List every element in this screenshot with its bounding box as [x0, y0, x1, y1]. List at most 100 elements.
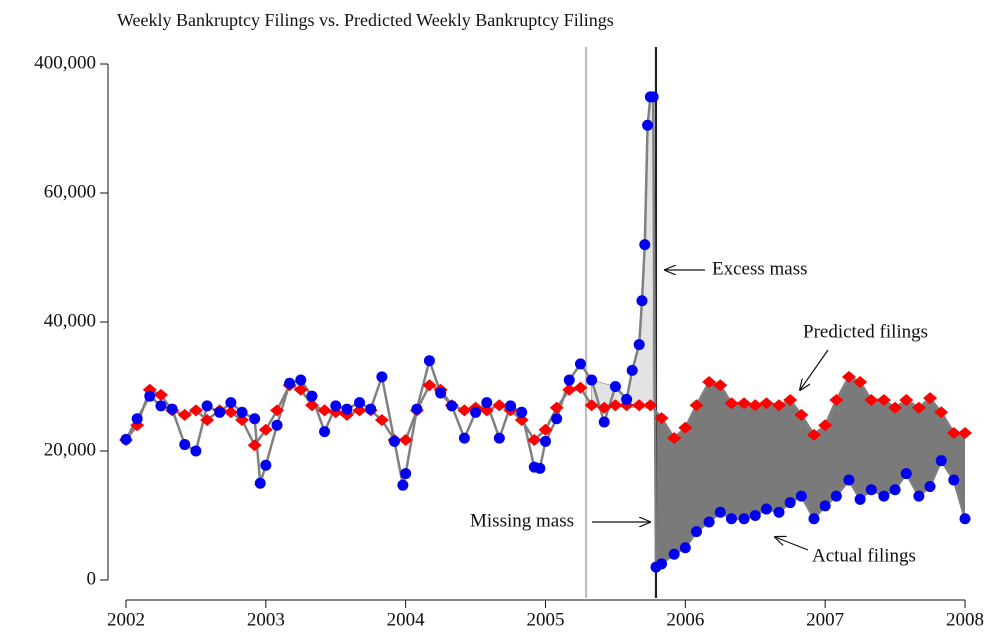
actual-marker: [144, 390, 156, 402]
predicted-marker: [923, 392, 938, 405]
actual-marker: [271, 419, 283, 431]
actual-marker: [330, 400, 342, 412]
predicted-marker: [177, 408, 192, 421]
actual-marker: [656, 558, 668, 570]
predicted-marker: [422, 379, 437, 392]
x-tick-label: 2007: [806, 609, 844, 630]
predicted-marker: [549, 401, 564, 414]
predicted-marker: [958, 426, 972, 439]
predicted-marker: [899, 394, 914, 407]
actual-marker: [691, 526, 703, 538]
predicted-marker: [270, 404, 285, 417]
actual-marker: [948, 474, 960, 486]
actual-marker: [830, 490, 842, 502]
annotation: Excess mass: [712, 258, 808, 279]
x-tick-label: 2005: [527, 609, 565, 630]
actual-marker: [900, 468, 912, 480]
actual-marker: [493, 432, 505, 444]
actual-marker: [935, 455, 947, 467]
actual-marker: [773, 506, 785, 518]
actual-marker: [190, 445, 202, 457]
predicted-marker: [829, 394, 844, 407]
predicted-marker: [200, 414, 215, 427]
predicted-marker: [562, 383, 577, 396]
y-tick-label: 40,000: [44, 310, 96, 331]
actual-marker: [400, 468, 412, 480]
actual-marker: [633, 339, 645, 351]
y-tick-label: 20,000: [44, 439, 96, 460]
predicted-marker: [783, 394, 798, 407]
actual-marker: [319, 426, 331, 438]
actual-marker: [703, 516, 715, 528]
predicted-marker: [689, 399, 704, 412]
actual-marker: [236, 406, 248, 418]
predicted-marker: [946, 426, 961, 439]
predicted-marker: [841, 370, 856, 383]
predicted-marker: [888, 401, 903, 414]
actual-marker: [913, 490, 925, 502]
actual-marker: [505, 400, 517, 412]
actual-marker: [878, 490, 890, 502]
actual-marker: [854, 493, 866, 505]
actual-marker: [714, 506, 726, 518]
actual-marker: [626, 364, 638, 376]
annotation: Actual filings: [812, 545, 916, 566]
actual-marker: [120, 433, 132, 445]
predicted-marker: [247, 439, 262, 452]
actual-marker: [725, 513, 737, 525]
predicted-marker: [352, 404, 367, 417]
series-line: [124, 95, 967, 570]
predicted-marker: [818, 419, 833, 432]
actual-marker: [621, 393, 633, 405]
predicted-marker: [153, 388, 168, 401]
actual-marker: [639, 239, 651, 251]
actual-marker: [516, 406, 528, 418]
chart-title: Weekly Bankruptcy Filings vs. Predicted …: [117, 10, 614, 30]
actual-marker: [214, 406, 226, 418]
actual-marker: [760, 503, 772, 515]
missing-mass-area: [655, 376, 965, 568]
actual-marker: [609, 381, 621, 392]
predicted-marker: [934, 406, 949, 419]
actual-marker: [376, 371, 388, 383]
actual-marker: [795, 490, 807, 502]
predicted-marker: [667, 432, 682, 445]
actual-marker: [260, 459, 272, 471]
actual-marker: [738, 513, 750, 525]
predicted-marker: [293, 383, 308, 396]
predicted-marker: [573, 381, 588, 394]
actual-marker: [435, 387, 447, 399]
predicted-marker: [258, 423, 273, 436]
actual-marker: [155, 400, 167, 412]
predicted-marker: [538, 423, 553, 436]
predicted-marker: [374, 414, 389, 427]
actual-marker: [574, 358, 586, 370]
predicted-marker: [759, 397, 774, 410]
x-tick-label: 2008: [946, 609, 984, 630]
actual-marker: [784, 497, 796, 509]
actual-marker: [586, 374, 598, 386]
predicted-marker: [853, 375, 868, 388]
actual-marker: [481, 397, 493, 409]
predicted-marker: [597, 401, 612, 414]
actual-marker: [131, 413, 143, 425]
x-tick-label: 2003: [247, 609, 285, 630]
actual-marker: [166, 403, 178, 415]
actual-marker: [642, 119, 654, 131]
predicted-marker: [643, 399, 658, 412]
predicted-marker: [632, 399, 647, 412]
y-tick-label: 60,000: [44, 181, 96, 202]
predicted-marker: [235, 414, 250, 427]
predicted-marker: [713, 379, 728, 392]
actual-marker: [636, 295, 648, 307]
actual-marker: [889, 484, 901, 496]
actual-marker: [225, 397, 237, 409]
predicted-marker: [514, 414, 529, 427]
predicted-marker: [748, 399, 763, 412]
actual-marker: [534, 462, 546, 474]
y-tick-label: 0: [87, 568, 97, 589]
actual-marker: [249, 413, 261, 425]
annotation-arrow: [775, 537, 809, 551]
actual-marker: [470, 406, 482, 418]
actual-marker: [959, 513, 971, 525]
